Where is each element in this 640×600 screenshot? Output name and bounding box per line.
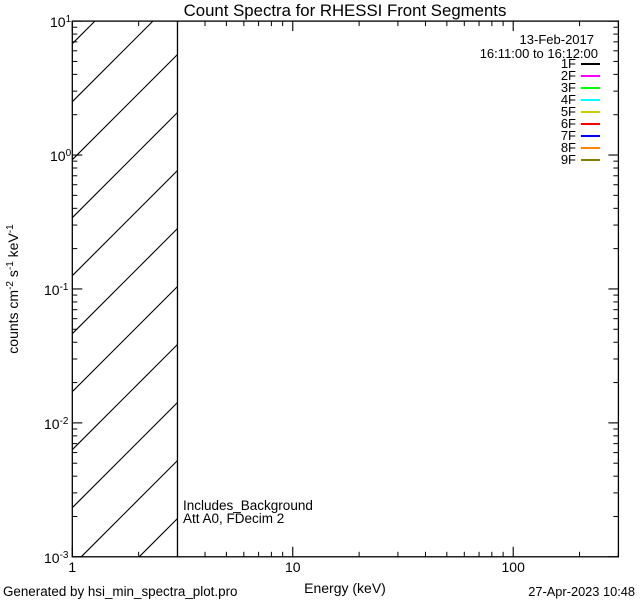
svg-text:16:11:00 to 16:12:00: 16:11:00 to 16:12:00: [480, 46, 598, 61]
svg-text:10: 10: [285, 559, 301, 575]
svg-text:100: 100: [50, 148, 72, 164]
svg-text:10-2: 10-2: [44, 416, 69, 432]
svg-text:10-1: 10-1: [44, 282, 69, 298]
svg-text:Energy (keV): Energy (keV): [304, 580, 386, 596]
svg-text:Generated by hsi_min_spectra_p: Generated by hsi_min_spectra_plot.pro: [3, 584, 237, 599]
svg-text:27-Apr-2023 10:48: 27-Apr-2023 10:48: [528, 584, 635, 599]
svg-text:10-3: 10-3: [44, 550, 69, 566]
svg-text:13-Feb-2017: 13-Feb-2017: [520, 32, 594, 47]
svg-text:100: 100: [502, 559, 526, 575]
svg-text:101: 101: [50, 14, 72, 30]
svg-text:1: 1: [68, 559, 76, 575]
svg-text:9F: 9F: [561, 152, 576, 167]
svg-text:counts cm-2 s-1 keV-1: counts cm-2 s-1 keV-1: [5, 224, 21, 354]
svg-text:Count Spectra for RHESSI Front: Count Spectra for RHESSI Front Segments: [184, 1, 507, 20]
svg-text:Att A0, FDecim 2: Att A0, FDecim 2: [183, 511, 284, 526]
